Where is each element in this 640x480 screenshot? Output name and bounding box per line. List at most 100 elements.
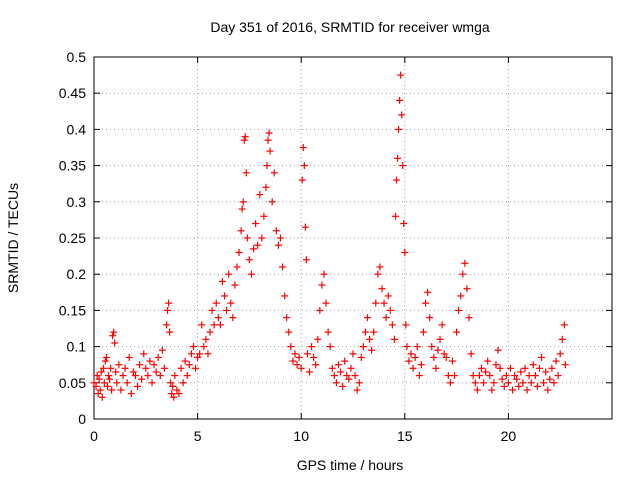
data-point — [556, 350, 564, 358]
data-point — [123, 379, 131, 387]
data-point — [473, 386, 481, 394]
data-point — [93, 372, 101, 380]
data-point — [334, 361, 342, 369]
y-axis-label: SRMTID / TECUs — [5, 183, 21, 293]
data-point — [265, 129, 273, 137]
data-point — [415, 372, 423, 380]
data-point — [260, 212, 268, 220]
data-point — [198, 321, 206, 329]
data-point — [496, 364, 504, 372]
data-point — [394, 154, 402, 162]
data-point — [513, 375, 521, 383]
data-point — [262, 183, 270, 191]
data-point — [154, 353, 162, 361]
data-point — [399, 162, 407, 170]
data-point — [540, 379, 548, 387]
data-point — [434, 346, 442, 354]
data-point — [407, 350, 415, 358]
x-tick-label: 5 — [194, 428, 202, 444]
data-point — [426, 314, 434, 322]
data-point — [308, 343, 316, 351]
data-point — [196, 350, 204, 358]
data-point — [502, 372, 510, 380]
data-point — [146, 357, 154, 365]
data-point — [102, 353, 110, 361]
data-point — [378, 285, 386, 293]
data-point — [486, 372, 494, 380]
data-point — [138, 375, 146, 383]
data-point — [256, 191, 264, 199]
data-point — [349, 350, 357, 358]
data-point — [129, 368, 137, 376]
data-point — [131, 372, 139, 380]
data-point — [156, 372, 164, 380]
data-point — [527, 379, 535, 387]
data-point — [208, 306, 216, 314]
data-point — [322, 299, 330, 307]
data-point — [535, 364, 543, 372]
data-point — [355, 379, 363, 387]
data-point — [243, 234, 251, 242]
data-point — [488, 386, 496, 394]
data-point — [276, 234, 284, 242]
data-point — [531, 372, 539, 380]
data-point — [517, 368, 525, 376]
data-point — [170, 393, 178, 401]
data-point — [214, 314, 222, 322]
data-point — [115, 361, 123, 369]
data-point — [465, 314, 473, 322]
data-point — [202, 335, 210, 343]
data-point — [339, 382, 347, 390]
data-point — [164, 306, 172, 314]
data-point — [320, 270, 328, 278]
data-point — [366, 335, 374, 343]
data-point — [409, 364, 417, 372]
data-point — [111, 339, 119, 347]
data-point — [442, 353, 450, 361]
data-point — [554, 372, 562, 380]
data-point — [216, 321, 224, 329]
data-point — [451, 372, 459, 380]
data-point — [160, 364, 168, 372]
data-point — [297, 364, 305, 372]
data-point — [401, 248, 409, 256]
data-point — [177, 364, 185, 372]
data-point — [95, 375, 103, 383]
data-point — [343, 372, 351, 380]
data-point — [376, 263, 384, 271]
y-tick-label: 0.1 — [67, 339, 87, 355]
data-point — [560, 321, 568, 329]
data-point — [515, 382, 523, 390]
data-point — [402, 321, 410, 329]
data-point — [324, 328, 332, 336]
data-point — [158, 346, 166, 354]
data-point — [546, 375, 554, 383]
data-point — [299, 144, 307, 151]
data-point — [448, 357, 456, 365]
data-point — [330, 372, 338, 380]
data-point — [318, 281, 326, 289]
data-point — [298, 176, 306, 184]
y-tick-label: 0.2 — [67, 266, 87, 282]
data-point — [96, 386, 104, 394]
data-point — [428, 343, 436, 351]
data-point — [295, 353, 303, 361]
data-point — [529, 361, 537, 369]
data-point — [467, 350, 475, 358]
data-point — [332, 379, 340, 387]
data-point — [550, 379, 558, 387]
data-point — [542, 368, 550, 376]
data-point — [432, 364, 440, 372]
x-tick-label: 0 — [90, 428, 98, 444]
data-point — [482, 368, 490, 376]
data-point — [498, 375, 506, 383]
data-point — [254, 241, 262, 249]
data-point — [105, 372, 113, 380]
data-point — [140, 350, 148, 358]
data-point — [438, 321, 446, 329]
data-point — [218, 277, 226, 285]
y-tick-label: 0.05 — [59, 375, 86, 391]
y-tick-label: 0.15 — [59, 302, 86, 318]
data-point — [361, 328, 369, 336]
data-point — [204, 350, 212, 358]
